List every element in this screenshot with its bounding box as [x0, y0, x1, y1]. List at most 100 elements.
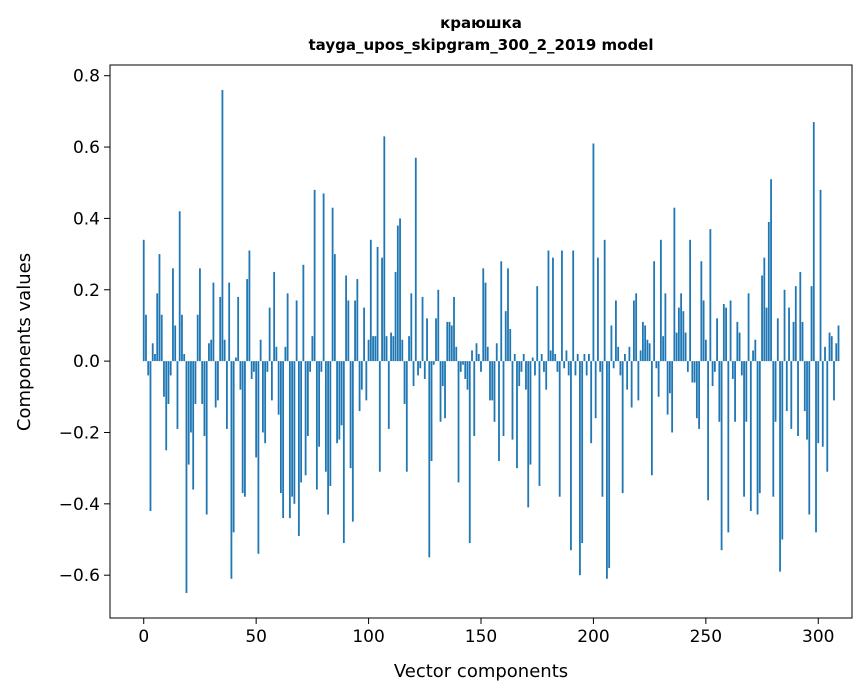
bar — [165, 361, 168, 451]
bar — [340, 361, 343, 426]
bar — [241, 361, 244, 494]
bar — [745, 361, 748, 422]
x-axis-label: Vector components — [394, 661, 568, 682]
bar — [255, 361, 258, 458]
bar — [783, 289, 786, 362]
x-tick-label: 250 — [690, 627, 722, 647]
bar — [266, 361, 269, 372]
bar — [239, 361, 242, 390]
bar — [372, 336, 374, 362]
bar — [351, 361, 354, 522]
bar — [201, 361, 204, 404]
bar — [718, 361, 721, 422]
bar — [709, 229, 712, 362]
bar — [817, 361, 820, 444]
bar — [659, 239, 662, 362]
bar — [237, 296, 240, 362]
bar — [273, 271, 276, 362]
bar — [700, 261, 703, 362]
bar — [423, 361, 426, 379]
bar — [383, 136, 386, 362]
bar — [797, 361, 799, 437]
bar — [288, 361, 291, 519]
bar — [421, 296, 424, 362]
bar — [253, 361, 255, 372]
bar — [684, 332, 687, 362]
bar — [677, 307, 680, 362]
bar — [435, 318, 437, 362]
bar — [581, 361, 584, 544]
bar — [610, 325, 613, 362]
bar — [736, 321, 739, 362]
bar — [574, 361, 577, 376]
x-tick-label: 50 — [245, 627, 267, 647]
bar — [621, 361, 624, 494]
bar — [702, 300, 705, 362]
bar — [727, 361, 730, 533]
bar — [203, 361, 206, 437]
bar — [810, 286, 813, 362]
bar — [293, 361, 296, 504]
bar — [835, 343, 838, 362]
chart-title-line-1: краюшка — [440, 14, 522, 32]
bar — [410, 293, 413, 362]
bar — [806, 361, 808, 440]
bar — [320, 361, 323, 372]
bar — [378, 361, 381, 472]
bar — [282, 361, 285, 519]
bar — [774, 361, 777, 422]
bar — [428, 361, 431, 558]
bar — [601, 361, 604, 497]
bar — [318, 361, 321, 447]
bar — [414, 157, 417, 362]
bar — [385, 336, 388, 362]
bar — [720, 361, 723, 551]
bar — [534, 361, 536, 376]
bar — [576, 353, 579, 362]
bar — [489, 361, 491, 401]
bar — [149, 361, 152, 511]
bar — [637, 361, 640, 401]
bar — [432, 361, 435, 365]
bar — [776, 318, 779, 362]
bar — [268, 307, 271, 362]
bar — [491, 361, 494, 401]
bar — [740, 361, 743, 376]
bar — [509, 329, 512, 362]
bar — [716, 318, 718, 362]
bar — [185, 361, 188, 594]
bar — [722, 304, 725, 362]
bar — [158, 254, 161, 362]
bar — [277, 361, 280, 415]
bar — [545, 361, 548, 390]
y-axis: −0.6 −0.4 −0.2 0.0 0.2 0.4 0.6 0.8 — [59, 67, 110, 586]
bar — [655, 361, 658, 369]
bar — [833, 361, 835, 401]
bar — [369, 239, 372, 362]
bar — [291, 361, 294, 497]
bar — [743, 361, 745, 497]
bar — [300, 361, 303, 483]
bar — [552, 257, 554, 362]
bar — [336, 361, 338, 444]
bar — [657, 361, 660, 397]
bar — [214, 361, 217, 408]
bar — [588, 353, 590, 362]
bar — [680, 293, 683, 362]
bar — [781, 361, 784, 540]
x-axis: 0 50 100 150 200 250 300 — [138, 618, 834, 647]
bar — [650, 361, 653, 476]
bar — [594, 361, 597, 419]
bar — [228, 282, 231, 362]
bar — [439, 361, 442, 422]
bar — [223, 339, 226, 362]
bar — [646, 339, 649, 362]
bar — [376, 246, 379, 362]
x-tick-label: 100 — [352, 627, 384, 647]
bar — [752, 350, 754, 362]
bar — [549, 350, 552, 362]
bar — [779, 361, 781, 572]
bar — [749, 361, 752, 511]
bar — [754, 339, 757, 362]
bar — [633, 300, 635, 362]
